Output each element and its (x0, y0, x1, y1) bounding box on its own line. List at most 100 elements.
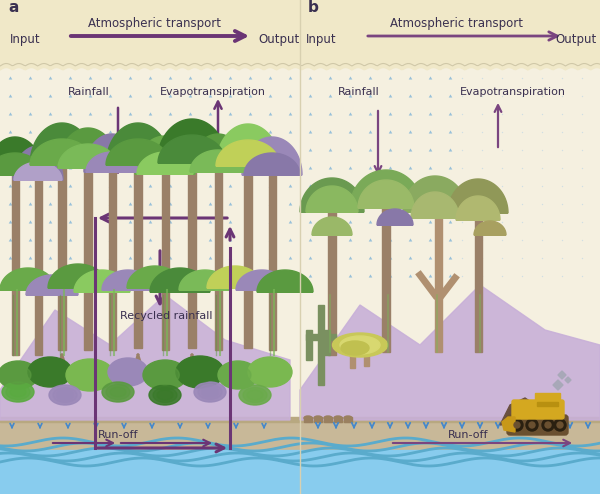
Ellipse shape (74, 365, 106, 385)
Ellipse shape (10, 387, 26, 397)
Polygon shape (106, 139, 170, 165)
Ellipse shape (66, 359, 114, 391)
Polygon shape (0, 268, 56, 290)
Text: Rainfall: Rainfall (338, 87, 380, 97)
Polygon shape (358, 180, 414, 208)
FancyBboxPatch shape (512, 400, 564, 419)
Ellipse shape (2, 382, 34, 402)
Polygon shape (456, 196, 500, 220)
Ellipse shape (218, 361, 258, 389)
Bar (306, 330, 312, 360)
Ellipse shape (102, 382, 134, 402)
Polygon shape (411, 192, 459, 218)
FancyBboxPatch shape (507, 415, 568, 435)
Polygon shape (312, 217, 352, 235)
Text: Recycled rainfall: Recycled rainfall (120, 311, 212, 321)
Ellipse shape (0, 361, 38, 389)
Polygon shape (448, 179, 508, 213)
Polygon shape (0, 137, 43, 175)
Polygon shape (216, 124, 280, 166)
Text: Evapotranspiration: Evapotranspiration (460, 87, 566, 97)
Bar (134, 165, 142, 348)
Polygon shape (30, 139, 94, 165)
Ellipse shape (304, 416, 312, 420)
Text: Output: Output (258, 34, 299, 46)
Ellipse shape (314, 416, 322, 420)
Ellipse shape (256, 362, 284, 382)
Polygon shape (58, 128, 118, 168)
Bar (244, 166, 252, 348)
Ellipse shape (143, 360, 187, 390)
Ellipse shape (108, 358, 148, 386)
Ellipse shape (110, 387, 126, 397)
Bar (0, 420, 600, 494)
Polygon shape (553, 380, 563, 390)
Text: Rainfall: Rainfall (68, 87, 110, 97)
Bar (0, 417, 600, 422)
Bar (84, 168, 92, 350)
Bar (475, 212, 482, 352)
Bar (0, 65, 600, 420)
Ellipse shape (5, 366, 31, 384)
Text: Output: Output (555, 34, 596, 46)
Polygon shape (48, 264, 108, 288)
Polygon shape (127, 266, 183, 288)
Polygon shape (158, 135, 226, 163)
Bar (304, 417, 312, 422)
Polygon shape (403, 176, 467, 212)
Polygon shape (0, 153, 43, 175)
Text: Atmospheric transport: Atmospheric transport (391, 17, 523, 31)
Text: b: b (308, 0, 319, 15)
Ellipse shape (57, 390, 73, 400)
Ellipse shape (225, 366, 251, 384)
Text: Input: Input (306, 34, 337, 46)
Ellipse shape (248, 357, 292, 387)
Bar (344, 417, 352, 422)
Ellipse shape (332, 333, 388, 357)
Ellipse shape (36, 362, 64, 382)
Ellipse shape (194, 382, 226, 402)
Bar (215, 172, 221, 350)
Ellipse shape (247, 390, 263, 400)
Bar (0, 450, 600, 494)
Circle shape (545, 422, 551, 428)
Polygon shape (150, 268, 210, 292)
Bar (269, 175, 275, 350)
Polygon shape (102, 270, 154, 290)
Polygon shape (216, 140, 280, 166)
Polygon shape (300, 285, 600, 420)
Bar (435, 212, 442, 352)
Bar (0, 0, 600, 65)
Circle shape (526, 419, 538, 431)
Polygon shape (350, 170, 422, 208)
Ellipse shape (176, 356, 224, 388)
Ellipse shape (53, 387, 77, 403)
Text: Run-off: Run-off (98, 430, 138, 440)
Bar (306, 334, 318, 340)
Bar (109, 172, 115, 350)
Bar (382, 207, 390, 352)
Text: Atmospheric transport: Atmospheric transport (89, 17, 221, 31)
Ellipse shape (202, 387, 218, 397)
Polygon shape (106, 123, 170, 165)
Polygon shape (500, 398, 548, 425)
Circle shape (557, 422, 563, 428)
Polygon shape (207, 266, 263, 288)
Polygon shape (74, 270, 130, 292)
Ellipse shape (340, 336, 380, 354)
Circle shape (529, 422, 535, 428)
Ellipse shape (184, 362, 215, 382)
Polygon shape (135, 136, 195, 174)
Polygon shape (244, 153, 300, 175)
Bar (328, 210, 336, 355)
Ellipse shape (239, 385, 271, 405)
Circle shape (511, 419, 523, 431)
Bar (324, 334, 336, 340)
Bar (161, 174, 169, 350)
Bar (35, 180, 41, 355)
Polygon shape (84, 134, 140, 172)
Bar (324, 417, 332, 422)
Polygon shape (0, 295, 290, 420)
Polygon shape (26, 275, 78, 295)
Polygon shape (137, 152, 193, 174)
